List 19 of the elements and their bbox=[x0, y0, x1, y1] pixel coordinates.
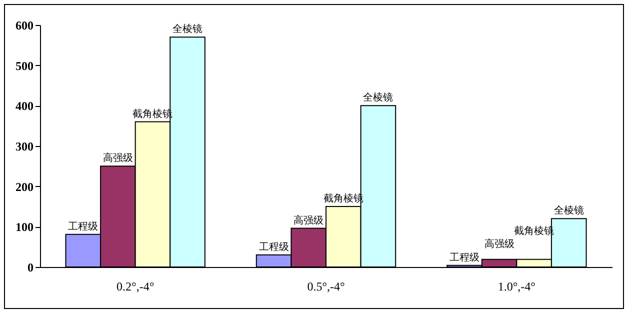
y-tick-label: 100 bbox=[16, 220, 34, 234]
series-label: 高强级 bbox=[102, 152, 133, 164]
text: 高强级 bbox=[484, 239, 514, 250]
text: 全棱镜 bbox=[554, 206, 584, 217]
y-tick-label: 300 bbox=[16, 140, 34, 154]
text: 全棱镜 bbox=[363, 92, 394, 104]
y-tick-label: 500 bbox=[16, 58, 34, 73]
text: 高强级 bbox=[294, 215, 324, 226]
y-tick-label: 400 bbox=[16, 99, 34, 114]
x-tick-label: 0.2°,-4° bbox=[116, 280, 154, 294]
y-tick-label: 0 bbox=[28, 260, 34, 274]
y-tick-label: 600 bbox=[16, 18, 34, 32]
series-label: 工程级 bbox=[68, 220, 98, 232]
y-tick-label: 200 bbox=[16, 180, 34, 194]
series-label: 全棱镜 bbox=[172, 23, 203, 36]
text: 工程级 bbox=[258, 242, 289, 253]
x-tick-label: 0.5°,-4° bbox=[307, 280, 345, 294]
text: 工程级 bbox=[449, 252, 480, 264]
x-tick-label: 1.0°,-4° bbox=[498, 280, 536, 294]
